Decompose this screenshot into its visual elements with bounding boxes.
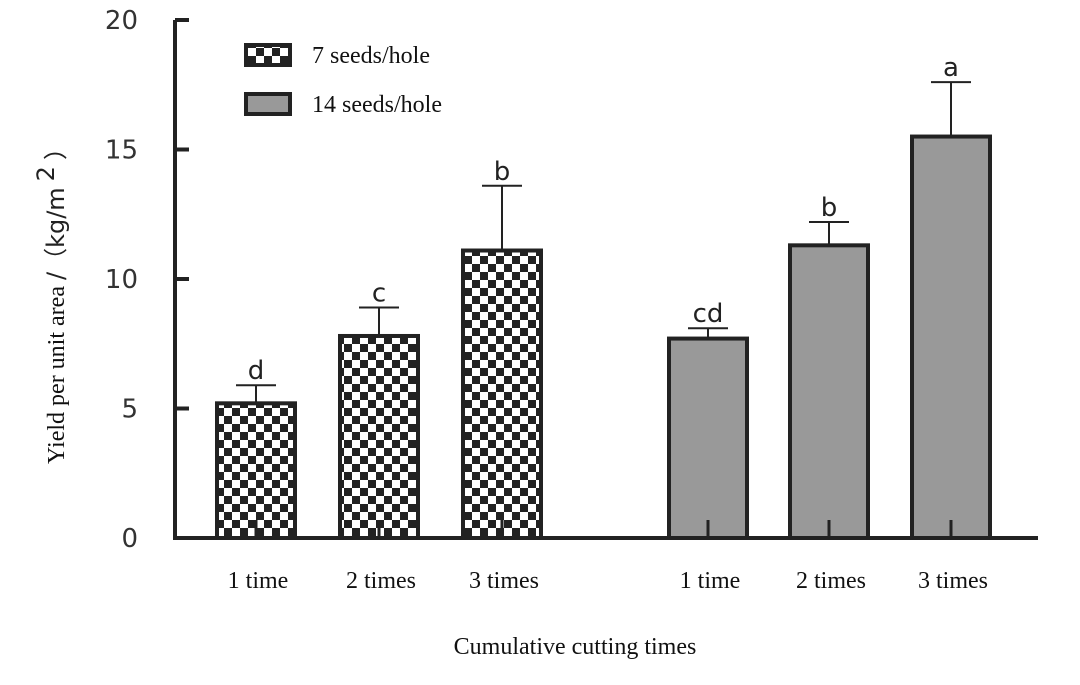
y-tick-label: 5 [121,395,138,425]
x-category-label: 1 time [228,568,289,594]
bar [338,333,420,541]
significance-label: a [943,53,959,83]
x-category-label: 2 times [796,568,866,594]
x-category-label: 1 time [680,568,741,594]
y-tick-label: 0 [121,524,138,554]
legend-swatch [244,43,292,67]
axes: 0 5 10 15 20 [105,6,1038,554]
x-axis-title: Cumulative cutting times [454,634,697,660]
bar [461,248,543,540]
bar [788,243,870,541]
significance-label: b [494,157,511,187]
y-axis-title-superscript: 2 [32,166,60,181]
significance-label: d [248,356,265,386]
y-tick-label: 15 [105,136,138,166]
y-axis-title-close: ） [42,136,70,160]
legend-swatch [244,92,292,116]
y-tick-label: 20 [105,6,138,36]
bar [910,134,992,541]
significance-label: c [372,278,386,308]
significance-label: cd [693,299,724,329]
y-axis-title-unit: /（kg/m [42,187,70,280]
legend-label: 14 seeds/hole [312,92,442,118]
y-axis-title: Yield per unit area /（kg/m 2 ） [32,136,70,464]
x-category-label: 3 times [918,568,988,594]
bar [667,336,749,540]
bars: d 1 time c 2 times b 3 times cd 1 time b 2 times a… [215,53,992,594]
legend-label: 7 seeds/hole [312,43,430,69]
bar [215,401,297,540]
legend: 7 seeds/hole 14 seeds/hole [244,43,442,118]
significance-label: b [821,193,838,223]
y-axis-title-main: Yield per unit area [44,286,70,464]
x-category-label: 2 times [346,568,416,594]
y-tick-label: 10 [105,265,138,295]
x-category-label: 3 times [469,568,539,594]
